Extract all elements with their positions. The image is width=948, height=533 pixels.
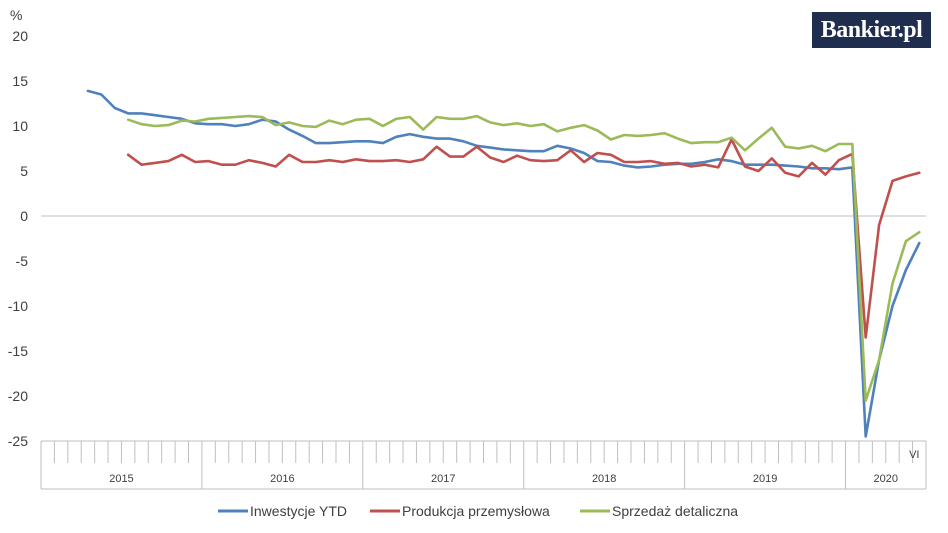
series-line-2 xyxy=(126,138,921,339)
x-year-label: 2017 xyxy=(431,473,455,485)
y-tick-label: -5 xyxy=(16,253,29,269)
y-tick-label: -20 xyxy=(8,388,28,404)
y-tick-label: 5 xyxy=(20,163,28,179)
y-tick-label: 10 xyxy=(12,118,28,134)
x-year-label: 2020 xyxy=(874,473,898,485)
y-tick-label: -15 xyxy=(8,343,28,359)
legend-label-1: Inwestycje YTD xyxy=(250,503,347,519)
y-unit-label: % xyxy=(10,7,22,23)
series-line-3 xyxy=(126,114,921,402)
y-tick-label: 15 xyxy=(12,73,28,89)
y-tick-label: 20 xyxy=(12,28,28,44)
x-year-label: 2019 xyxy=(753,473,777,485)
legend-label-2: Produkcja przemysłowa xyxy=(402,503,550,519)
legend-label-3: Sprzedaż detaliczna xyxy=(612,503,738,519)
y-tick-label: 0 xyxy=(20,208,28,224)
series-line-1 xyxy=(86,89,921,438)
bankier-logo: Bankier.pl xyxy=(812,12,931,48)
x-year-label: 2018 xyxy=(592,473,616,485)
y-tick-label: -25 xyxy=(8,433,28,449)
x-year-label: 2016 xyxy=(270,473,294,485)
x-month-label: VI xyxy=(909,449,919,461)
x-year-label: 2015 xyxy=(109,473,133,485)
y-tick-label: -10 xyxy=(8,298,28,314)
